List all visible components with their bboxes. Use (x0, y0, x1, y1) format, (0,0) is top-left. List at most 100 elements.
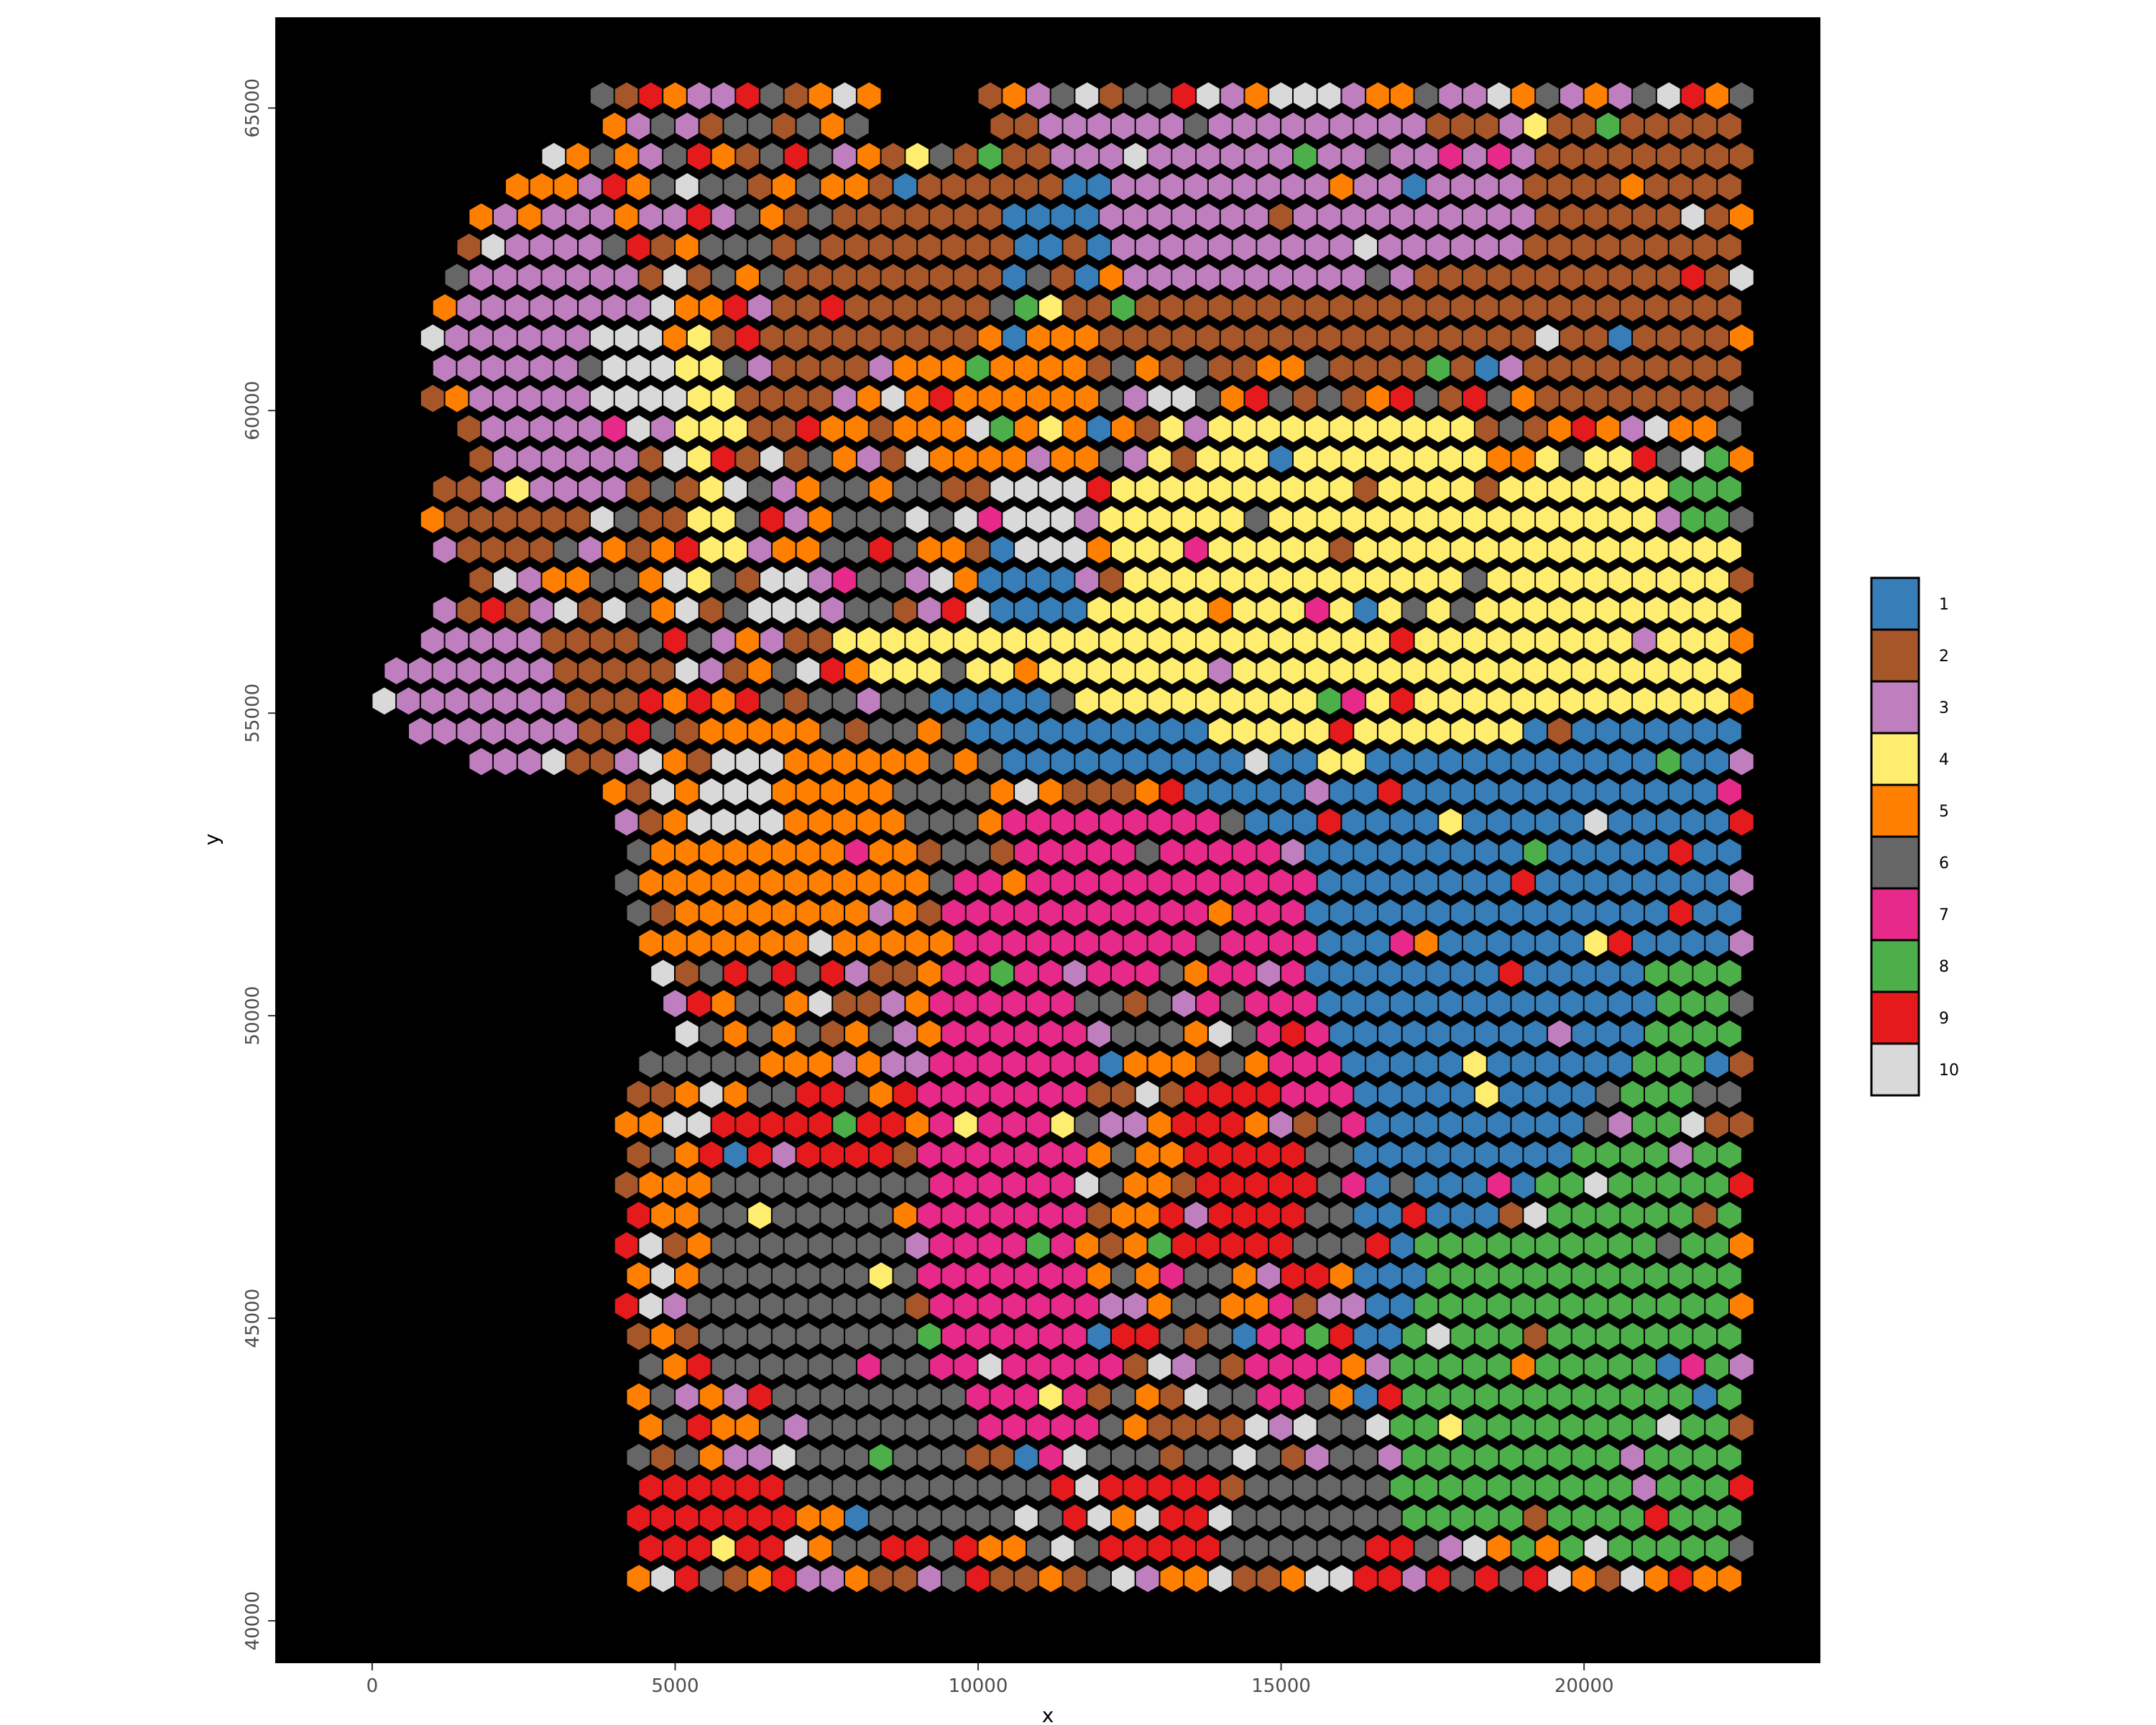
hex-spot-cluster-5 (1001, 443, 1028, 474)
hex-spot-cluster-4 (1619, 594, 1646, 626)
hex-spot-cluster-2 (1558, 323, 1585, 354)
hex-spot-cluster-6 (589, 564, 616, 596)
hex-spot-cluster-3 (880, 988, 907, 1019)
hex-spot-cluster-5 (662, 686, 688, 717)
hex-spot-cluster-4 (1195, 625, 1222, 656)
hex-spot-cluster-3 (1425, 231, 1452, 263)
hex-spot-cluster-4 (1631, 686, 1658, 717)
hex-spot-cluster-6 (1595, 1079, 1622, 1110)
hex-spot-cluster-5 (783, 867, 810, 898)
hex-spot-cluster-4 (1534, 686, 1561, 717)
hex-spot-cluster-6 (601, 231, 628, 263)
hex-spot-cluster-2 (819, 353, 847, 384)
hex-spot-cluster-4 (1316, 625, 1343, 656)
hex-spot-cluster-5 (770, 171, 798, 202)
hex-spot-cluster-8 (1619, 1260, 1646, 1292)
hex-spot-cluster-2 (1704, 141, 1731, 172)
hex-spot-cluster-2 (904, 262, 931, 293)
hex-spot-cluster-6 (1558, 443, 1585, 474)
hex-spot-cluster-4 (1413, 504, 1440, 535)
hex-spot-cluster-5 (734, 927, 761, 959)
hex-spot-cluster-10 (589, 504, 616, 535)
hex-spot-cluster-3 (1340, 1291, 1368, 1322)
hex-spot-cluster-2 (1619, 231, 1646, 263)
hex-spot-cluster-3 (528, 353, 556, 384)
hex-spot-cluster-1 (1425, 1200, 1452, 1231)
hex-spot-cluster-7 (831, 564, 858, 596)
hex-spot-cluster-2 (625, 1321, 653, 1352)
hex-spot-cluster-1 (1207, 776, 1234, 807)
hex-spot-cluster-4 (1498, 656, 1525, 686)
hex-spot-cluster-5 (1049, 323, 1077, 354)
hex-spot-cluster-3 (662, 201, 688, 233)
hex-spot-cluster-6 (1110, 1381, 1137, 1412)
hex-spot-cluster-1 (1473, 353, 1501, 384)
hex-spot-cluster-5 (1122, 1412, 1149, 1443)
hex-spot-cluster-5 (734, 262, 761, 293)
hex-spot-cluster-2 (1631, 383, 1658, 414)
hex-spot-cluster-4 (1425, 413, 1452, 444)
hex-spot-cluster-1 (1644, 837, 1670, 868)
hex-spot-cluster-1 (1001, 564, 1028, 596)
hex-spot-cluster-4 (867, 1260, 895, 1292)
hex-spot-cluster-4 (904, 141, 931, 172)
hex-spot-cluster-9 (1728, 1472, 1755, 1504)
hex-spot-cluster-9 (625, 1200, 653, 1231)
hex-spot-cluster-6 (759, 141, 786, 172)
hex-spot-cluster-9 (686, 1351, 713, 1382)
hex-spot-cluster-9 (759, 1472, 786, 1504)
hex-spot-cluster-5 (844, 171, 870, 202)
hex-spot-cluster-2 (1547, 292, 1573, 323)
hex-spot-cluster-3 (516, 686, 543, 717)
hex-spot-cluster-3 (589, 201, 616, 233)
hex-spot-cluster-3 (1304, 111, 1331, 142)
hex-spot-cluster-3 (528, 656, 556, 686)
hex-spot-cluster-2 (1631, 262, 1658, 293)
hex-spot-cluster-3 (1256, 171, 1283, 202)
hex-spot-cluster-2 (1328, 534, 1355, 566)
hex-spot-cluster-1 (1450, 1079, 1476, 1110)
hex-spot-cluster-2 (1667, 353, 1695, 384)
hex-spot-cluster-7 (1013, 1079, 1040, 1110)
hex-spot-cluster-7 (1256, 1018, 1283, 1049)
hex-spot-cluster-8 (1473, 1381, 1501, 1412)
hex-spot-cluster-6 (807, 443, 834, 474)
legend-label-8: 8 (1939, 958, 1949, 976)
hex-spot-cluster-10 (1534, 323, 1561, 354)
hex-spot-cluster-3 (867, 897, 895, 929)
hex-spot-cluster-3 (904, 1230, 931, 1261)
hex-spot-cluster-3 (516, 383, 543, 414)
hex-spot-cluster-1 (1328, 958, 1355, 989)
hex-spot-cluster-5 (1074, 323, 1101, 354)
hex-spot-cluster-6 (795, 1381, 822, 1412)
hex-spot-cluster-5 (1134, 776, 1161, 807)
hex-spot-cluster-2 (1377, 292, 1404, 323)
hex-spot-cluster-3 (1401, 1563, 1428, 1594)
hex-spot-cluster-1 (1510, 1169, 1537, 1201)
hex-spot-cluster-7 (964, 1260, 992, 1292)
hex-spot-cluster-7 (1292, 988, 1319, 1019)
hex-spot-cluster-2 (468, 504, 494, 535)
hex-spot-cluster-1 (1377, 958, 1404, 989)
hex-spot-cluster-1 (1086, 1321, 1112, 1352)
hex-spot-cluster-1 (1462, 927, 1488, 959)
hex-spot-cluster-6 (625, 897, 653, 929)
hex-spot-cluster-2 (916, 231, 943, 263)
hex-spot-cluster-2 (747, 171, 773, 202)
hex-spot-cluster-10 (1728, 262, 1755, 293)
hex-spot-cluster-3 (1207, 111, 1234, 142)
hex-spot-cluster-6 (831, 1230, 858, 1261)
hex-spot-cluster-10 (637, 383, 665, 414)
hex-spot-cluster-2 (662, 1230, 688, 1261)
hex-spot-cluster-1 (1631, 867, 1658, 898)
hex-spot-cluster-7 (952, 1351, 980, 1382)
hex-spot-cluster-3 (480, 353, 507, 384)
hex-spot-cluster-2 (892, 1139, 919, 1170)
hex-spot-cluster-6 (613, 504, 640, 535)
hex-spot-cluster-6 (1026, 262, 1052, 293)
hex-spot-cluster-1 (1353, 594, 1379, 626)
hex-spot-cluster-5 (855, 1049, 883, 1080)
hex-spot-cluster-2 (1631, 141, 1658, 172)
hex-spot-cluster-2 (1595, 292, 1622, 323)
hex-spot-cluster-2 (1086, 1200, 1112, 1231)
